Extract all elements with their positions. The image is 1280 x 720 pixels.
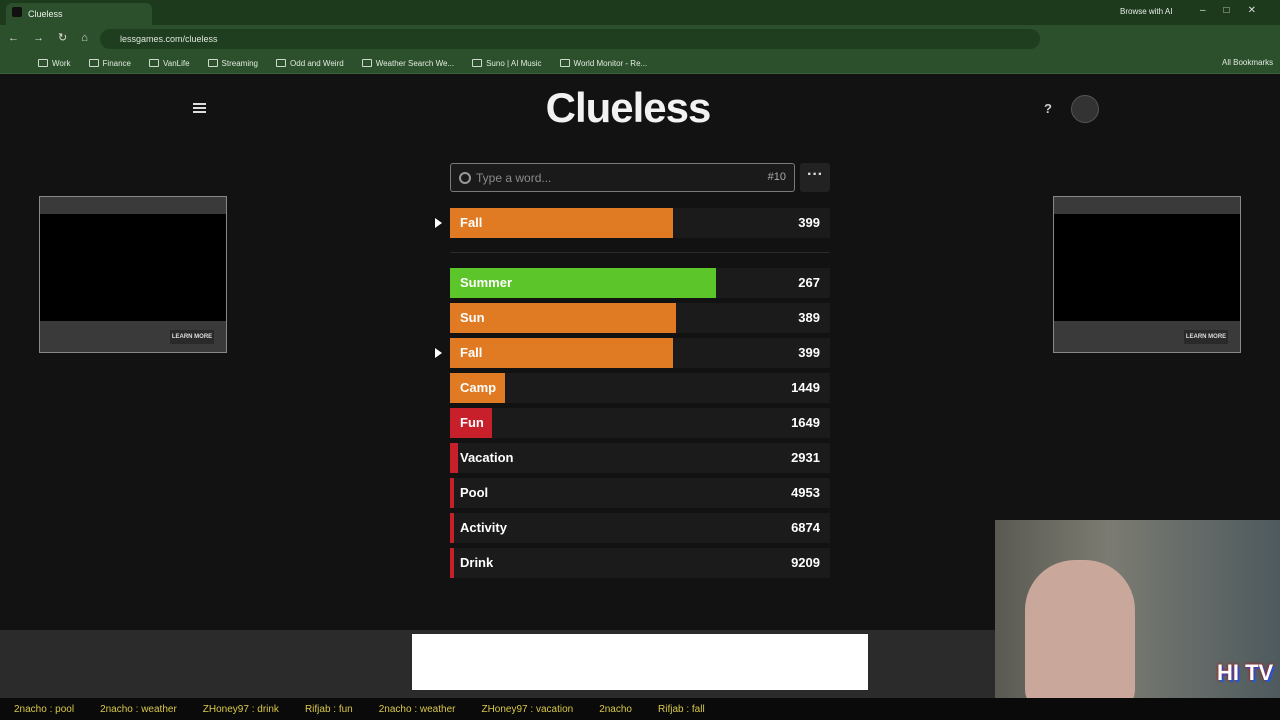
game-title: Clueless xyxy=(545,84,712,131)
guess-rank: 2931 xyxy=(791,450,820,465)
guess-row: Vacation 2931 xyxy=(450,443,830,473)
bookmark[interactable]: World Monitor - Re... xyxy=(560,59,648,68)
learn-more-button[interactable]: LEARN MORE xyxy=(170,330,214,344)
word-input[interactable]: Type a word... #10 xyxy=(450,163,795,192)
chat-message: Rifjab : fall xyxy=(658,703,705,715)
closeness-bar xyxy=(450,303,677,333)
stream-logo: HI TV xyxy=(1217,660,1274,685)
bookmarks-bar: Work Finance VanLife Streaming Odd and Weird… xyxy=(0,53,1280,74)
chat-message: ZHoney97 : drink xyxy=(202,703,279,715)
guess-row: Drink 9209 xyxy=(450,548,830,578)
separator xyxy=(450,252,830,253)
all-bookmarks[interactable]: All Bookmarks xyxy=(1222,58,1274,67)
guess-word: Activity xyxy=(460,520,507,535)
guess-row: Summer 267 xyxy=(450,268,830,298)
menu-button[interactable] xyxy=(193,103,206,105)
guess-word: Sun xyxy=(460,310,485,325)
learn-more-button[interactable]: LEARN MORE xyxy=(1184,330,1228,344)
closeness-bar xyxy=(450,268,717,298)
guess-number: #10 xyxy=(767,171,786,183)
nav-buttons[interactable]: ←→↻⌂ xyxy=(8,32,102,44)
guess-rank: 399 xyxy=(798,215,820,230)
guess-row: Camp 1449 xyxy=(450,373,830,403)
closeness-bar xyxy=(450,443,458,473)
search-icon xyxy=(459,172,471,184)
guess-word: Pool xyxy=(460,485,489,500)
expand-arrow[interactable] xyxy=(435,348,442,358)
closeness-bar xyxy=(450,338,674,368)
guess-word: Summer xyxy=(460,275,513,290)
guess-rank: 1649 xyxy=(791,415,820,430)
guess-row: Fun 1649 xyxy=(450,408,830,438)
bookmark[interactable]: Weather Search We... xyxy=(362,59,454,68)
webcam: HI TV xyxy=(995,520,1280,720)
bottom-ad xyxy=(412,634,868,690)
closeness-bar xyxy=(450,548,454,578)
guess-row: Sun 389 xyxy=(450,303,830,333)
guess-row: Pool 4953 xyxy=(450,478,830,508)
ad-left: LEARN MORE xyxy=(39,196,227,353)
closeness-bar xyxy=(450,478,454,508)
bookmark[interactable]: Finance xyxy=(89,59,131,68)
bookmark[interactable]: Streaming xyxy=(208,59,258,68)
guess-rank: 1449 xyxy=(791,380,820,395)
closeness-bar xyxy=(450,513,454,543)
guess-row: Fall 399 xyxy=(435,208,830,238)
tab-bar: Clueless Browse with AI –□✕ xyxy=(0,0,1280,25)
ad-right: LEARN MORE xyxy=(1053,196,1241,353)
chat-message: 2nacho : weather xyxy=(378,703,456,715)
closeness-bar xyxy=(450,208,674,238)
guess-word: Drink xyxy=(460,555,494,570)
closeness-bar xyxy=(450,408,493,438)
chat-ticker: 2nacho : pool 2nacho : weather ZHoney97 : … xyxy=(0,698,1280,720)
chat-message: ZHoney97 : vacation xyxy=(481,703,574,715)
tab-icon xyxy=(12,7,22,17)
window-controls[interactable]: –□✕ xyxy=(1200,5,1274,16)
closeness-bar xyxy=(450,373,506,403)
browse-ai-button[interactable]: Browse with AI xyxy=(1120,7,1173,16)
guess-word: Fall xyxy=(460,345,483,360)
chat-message: 2nacho : pool xyxy=(14,703,75,715)
guess-word: Fall xyxy=(460,215,483,230)
guess-word: Camp xyxy=(460,380,497,395)
bookmark[interactable]: Work xyxy=(38,59,71,68)
guess-row: Activity 6874 xyxy=(450,513,830,543)
guess-rank: 4953 xyxy=(791,485,820,500)
guess-word: Fun xyxy=(460,415,484,430)
chat-message: 2nacho xyxy=(599,703,632,715)
help-button[interactable]: ? xyxy=(1044,101,1052,116)
chat-message: Rifjab : fun xyxy=(304,703,353,715)
expand-arrow[interactable] xyxy=(435,218,442,228)
guess-rank: 389 xyxy=(798,310,820,325)
bookmark[interactable]: Odd and Weird xyxy=(276,59,344,68)
guess-rank: 6874 xyxy=(791,520,820,535)
webcam-person xyxy=(1025,560,1135,710)
input-placeholder: Type a word... xyxy=(476,171,552,185)
account-button[interactable] xyxy=(1071,95,1099,123)
address-bar[interactable]: lessgames.com/clueless xyxy=(100,29,1040,49)
bookmark[interactable]: VanLife xyxy=(149,59,190,68)
browser-tab[interactable]: Clueless xyxy=(6,3,152,25)
bookmark[interactable]: Suno | AI Music xyxy=(472,59,541,68)
guess-rank: 399 xyxy=(798,345,820,360)
more-button[interactable]: ··· xyxy=(800,163,830,192)
guess-rank: 267 xyxy=(798,275,820,290)
guess-word: Vacation xyxy=(460,450,514,465)
guess-row: Fall 399 xyxy=(435,338,830,368)
chat-message: 2nacho : weather xyxy=(100,703,177,715)
guess-rank: 9209 xyxy=(791,555,820,570)
